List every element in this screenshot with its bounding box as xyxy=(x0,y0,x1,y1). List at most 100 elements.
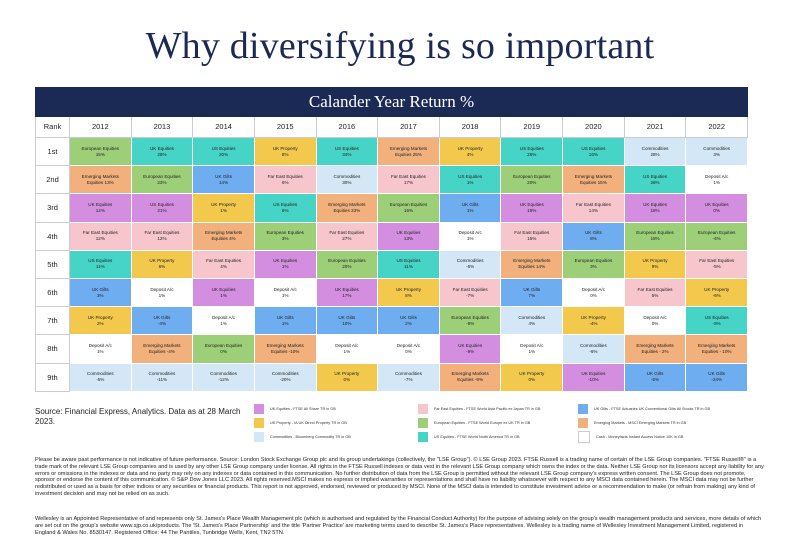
return-value: 17% xyxy=(403,179,414,185)
return-value: 5% xyxy=(651,292,659,298)
return-cell: Deposit A/c 0% xyxy=(563,278,625,308)
asset-name: UK Equities xyxy=(519,201,544,207)
year-header: 2021 xyxy=(624,117,687,138)
asset-name: Deposit A/c xyxy=(150,286,174,292)
asset-name: US Equities xyxy=(458,173,483,179)
return-cell: UK Gilts 3% xyxy=(70,278,132,308)
asset-name: US Equities xyxy=(704,314,729,320)
asset-name: US Equities xyxy=(211,145,236,151)
return-value: -24% xyxy=(711,377,723,383)
return-value: 1% xyxy=(281,292,289,298)
return-cell: UK Property 0% xyxy=(501,363,564,392)
asset-name: Emerging Markets xyxy=(636,342,674,348)
return-cell: Emerging Markets Equities - 10% xyxy=(686,335,748,364)
return-value: 10% xyxy=(342,320,352,326)
return-value: 1% xyxy=(343,348,351,354)
asset-name: UK Equities xyxy=(704,201,729,207)
representative-text: Wellesley is an Appointed Representative… xyxy=(35,516,762,536)
return-value: 27% xyxy=(342,236,352,242)
return-value: 19% xyxy=(527,207,537,213)
asset-name: Far East Equities xyxy=(329,230,365,236)
returns-table: Calander Year Return % Rank 2012 2013 2014 2… xyxy=(35,87,748,392)
rank-label: 9th xyxy=(36,363,70,392)
return-value: 3% xyxy=(281,236,289,242)
return-value: 15% xyxy=(95,151,105,157)
legend-label: UK Property - IA UK Direct Property TR i… xyxy=(270,421,347,425)
return-cell: Commodities -11% xyxy=(131,363,194,392)
return-value: 6% xyxy=(281,207,289,213)
asset-name: UK Property xyxy=(211,201,237,207)
return-cell: Deposit A/c 0% xyxy=(378,335,440,364)
legend-swatch xyxy=(578,418,588,428)
legend-label: Emerging Markets - MSCI Emerging Markets… xyxy=(594,421,687,425)
return-cell: European Equities 20% xyxy=(316,250,379,279)
return-value: Equities 14% xyxy=(518,264,546,270)
return-cell: European Equities 18% xyxy=(624,222,687,251)
return-value: 1% xyxy=(96,348,104,354)
return-cell: Deposit A/c 1% xyxy=(70,335,132,364)
rank-label: 7th xyxy=(36,307,70,336)
year-header: 2019 xyxy=(501,117,564,138)
asset-name: UK Property xyxy=(519,371,545,377)
return-cell: European Equities 15% xyxy=(70,138,132,167)
asset-name: Far East Equities xyxy=(144,230,180,236)
return-cell: UK Equities 13% xyxy=(378,222,440,251)
return-cell: US Equities 11% xyxy=(378,250,440,279)
asset-name: Deposit A/c xyxy=(396,342,421,348)
asset-name: US Equities xyxy=(273,201,298,207)
rank-label: 6th xyxy=(36,278,70,308)
return-cell: UK Gilts -4% xyxy=(131,307,194,336)
return-value: -6% xyxy=(712,292,721,298)
return-cell: Deposit A/c 1% xyxy=(193,307,255,336)
return-cell: UK Gilts 2% xyxy=(378,307,440,336)
return-cell: UK Equities 28% xyxy=(131,138,194,167)
return-cell: Deposit A/c 1% xyxy=(501,335,564,364)
return-cell: Far East Equities 12% xyxy=(131,222,194,251)
table-title: Calander Year Return % xyxy=(35,87,748,117)
legend-swatch xyxy=(578,404,588,414)
return-cell: Commodities -6% xyxy=(439,250,502,279)
return-cell: Emerging Markets Equities 15% xyxy=(563,166,625,195)
return-cell: Commodities -5% xyxy=(70,363,132,392)
return-cell: Far East Equities -7% xyxy=(439,278,502,308)
return-value: -11% xyxy=(156,377,168,383)
return-value: 16% xyxy=(403,207,414,213)
return-value: Equities 25% xyxy=(395,151,422,157)
asset-name: Far East Equities xyxy=(637,286,673,292)
asset-name: Commodities xyxy=(148,371,176,377)
return-value: Equities 15% xyxy=(579,179,607,185)
asset-name: UK Equities xyxy=(458,342,483,348)
asset-name: Commodities xyxy=(641,145,669,151)
asset-name: UK Property xyxy=(334,371,360,377)
asset-name: US Equities xyxy=(88,258,113,264)
return-value: Equities -9% xyxy=(457,377,484,383)
return-value: 1% xyxy=(466,236,474,242)
asset-name: Deposit A/c xyxy=(273,286,297,292)
legend-label: Cash - Moneyfacts Instant Access Notice … xyxy=(596,435,684,439)
legend-item: Emerging Markets - MSCI Emerging Markets… xyxy=(578,418,754,428)
return-value: 6% xyxy=(281,179,289,185)
return-cell: Emerging Markets Equities -10% xyxy=(254,335,317,364)
legend-swatch xyxy=(254,432,264,442)
return-cell: UK Property 4% xyxy=(439,138,502,167)
asset-name: Emerging Markets xyxy=(143,342,181,348)
return-cell: Emerging Markets Equities -4% xyxy=(131,335,194,364)
return-cell: UK Equities 1% xyxy=(193,278,255,308)
return-cell: US Equities 16% xyxy=(563,138,625,167)
legend-label: European Equities - FTSE World Europe ex… xyxy=(434,421,531,425)
asset-name: Commodities xyxy=(210,371,237,377)
return-value: -5% xyxy=(712,264,721,270)
return-value: 1% xyxy=(220,207,227,213)
return-cell: UK Property 0% xyxy=(316,363,379,392)
return-cell: Far East Equities 4% xyxy=(193,250,255,279)
return-cell: Far East Equities 6% xyxy=(254,166,317,195)
return-value: 28% xyxy=(650,179,660,185)
return-value: 7% xyxy=(528,292,536,298)
return-value: Equities - 10% xyxy=(701,348,732,354)
return-value: 16% xyxy=(588,151,598,157)
asset-name: UK Gilts xyxy=(276,314,294,320)
return-value: Equities -10% xyxy=(271,348,300,354)
asset-name: Deposit A/c xyxy=(458,230,482,236)
return-value: 1% xyxy=(220,292,227,298)
asset-name: UK Equities xyxy=(211,286,236,292)
